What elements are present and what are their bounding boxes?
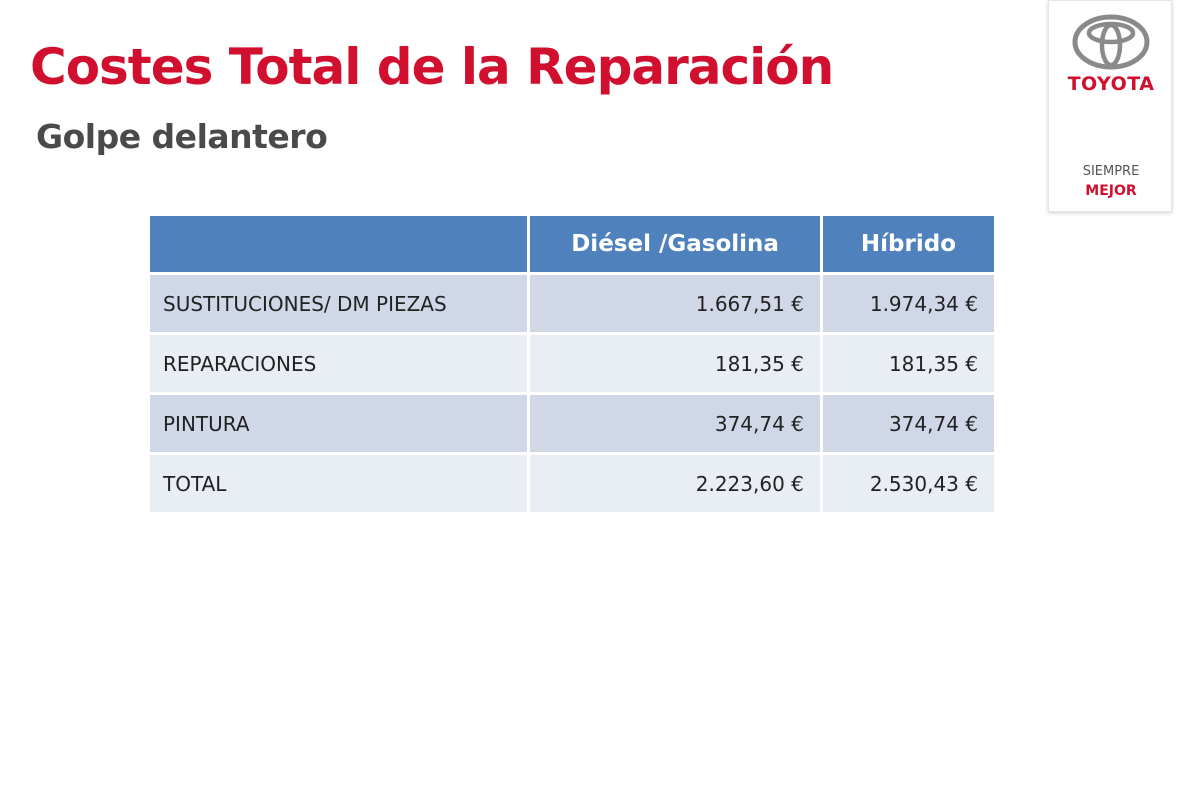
header-empty-cell xyxy=(150,216,528,272)
repair-cost-table: Diésel /Gasolina Híbrido SUSTITUCIONES/ … xyxy=(147,213,997,515)
diesel-value: 374,74 € xyxy=(530,395,820,452)
diesel-value: 2.223,60 € xyxy=(530,455,820,512)
row-label: TOTAL xyxy=(150,455,528,512)
header-hibrido: Híbrido xyxy=(822,216,994,272)
hibrido-value: 1.974,34 € xyxy=(822,275,994,332)
row-label: SUSTITUCIONES/ DM PIEZAS xyxy=(150,275,528,332)
table-header-row: Diésel /Gasolina Híbrido xyxy=(150,216,994,272)
diesel-value: 181,35 € xyxy=(530,335,820,392)
tagline-siempre: SIEMPRE xyxy=(1082,164,1140,179)
table-row-total: TOTAL 2.223,60 € 2.530,43 € xyxy=(150,455,994,512)
hibrido-value: 374,74 € xyxy=(822,395,994,452)
row-label: REPARACIONES xyxy=(150,335,528,392)
toyota-emblem-icon xyxy=(1072,14,1150,70)
header-diesel-gasolina: Diésel /Gasolina xyxy=(530,216,820,272)
hibrido-value: 2.530,43 € xyxy=(822,455,994,512)
table-row: REPARACIONES 181,35 € 181,35 € xyxy=(150,335,994,392)
table-row: PINTURA 374,74 € 374,74 € xyxy=(150,395,994,452)
slide-subtitle: Golpe delantero xyxy=(36,117,328,156)
tagline-mejor: MEJOR xyxy=(1085,183,1137,199)
hibrido-value: 181,35 € xyxy=(822,335,994,392)
row-label: PINTURA xyxy=(150,395,528,452)
diesel-value: 1.667,51 € xyxy=(530,275,820,332)
toyota-logo-panel: TOYOTA SIEMPRE MEJOR xyxy=(1048,0,1172,212)
table-row: SUSTITUCIONES/ DM PIEZAS 1.667,51 € 1.97… xyxy=(150,275,994,332)
toyota-wordmark: TOYOTA xyxy=(1067,73,1155,95)
slide-title: Costes Total de la Reparación xyxy=(30,38,834,96)
